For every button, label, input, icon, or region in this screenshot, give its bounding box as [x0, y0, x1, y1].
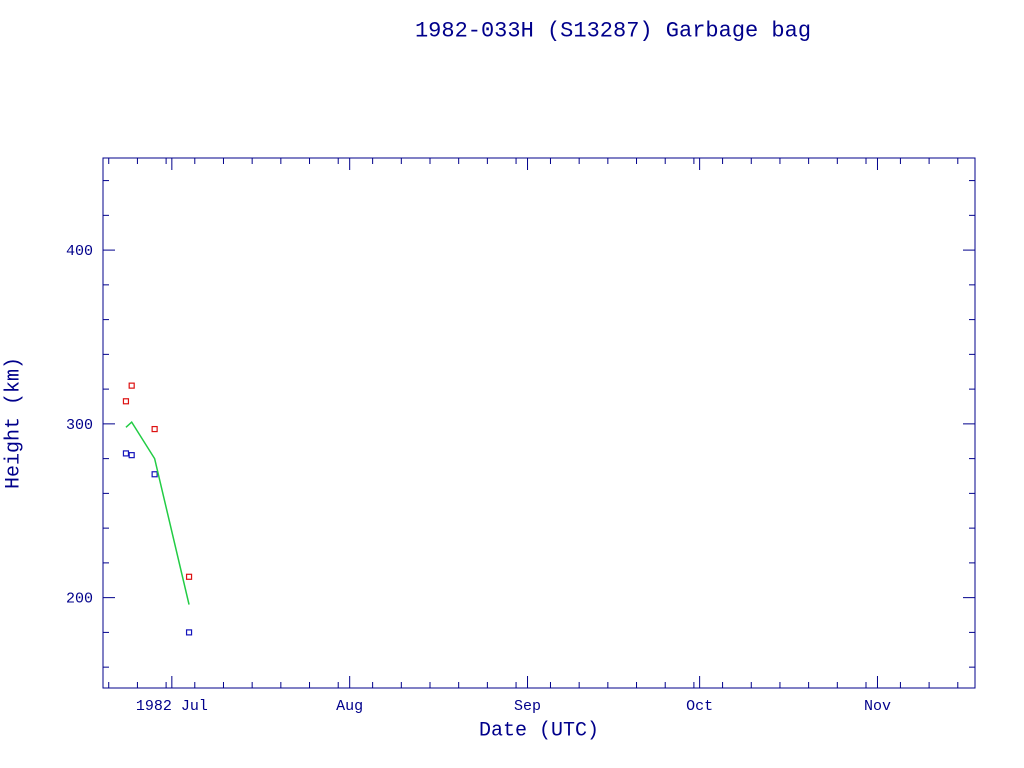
marker-perigee-height	[128, 452, 135, 459]
marker-perigee-height	[185, 629, 193, 636]
y-tick-label: 400	[66, 243, 93, 260]
marker-perigee-height	[151, 471, 158, 478]
marker-apogee-height	[185, 573, 193, 580]
y-tick-label: 300	[66, 417, 93, 434]
marker-apogee-height	[128, 382, 135, 389]
x-tick-label: Oct	[686, 698, 713, 715]
marker-apogee-height	[122, 398, 130, 405]
x-tick-label: 1982 Jul	[136, 698, 208, 715]
marker-apogee-height	[151, 425, 158, 433]
x-tick-label: Sep	[514, 698, 541, 715]
marker-perigee-height	[122, 450, 130, 457]
plot-box	[102, 157, 976, 689]
y-axis-label: Height (km)	[2, 356, 26, 490]
x-axis-label: Date (UTC)	[478, 719, 600, 743]
y-tick-label: 200	[66, 591, 93, 608]
chart-title: 1982-033H (S13287) Garbage bag	[414, 18, 812, 44]
x-tick-label: Nov	[864, 698, 891, 715]
series-mean-height-fit-line	[125, 420, 190, 605]
x-tick-label: Aug	[336, 698, 363, 715]
